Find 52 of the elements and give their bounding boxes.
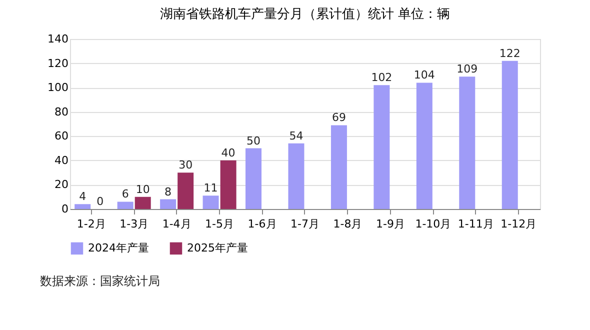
data-label: 8 bbox=[164, 185, 172, 198]
data-label: 104 bbox=[414, 68, 435, 82]
data-label: 6 bbox=[122, 188, 129, 201]
data-label: 54 bbox=[289, 129, 304, 142]
data-label: 50 bbox=[246, 134, 261, 148]
bar bbox=[178, 172, 194, 209]
y-tick-label: 60 bbox=[54, 130, 68, 143]
bar bbox=[502, 60, 518, 209]
x-tick-label: 1-10月 bbox=[415, 218, 452, 230]
chart-title: 湖南省铁路机车产量分月（累计值）统计 单位：辆 bbox=[160, 7, 450, 22]
bar bbox=[117, 202, 134, 209]
y-tick-label: 40 bbox=[54, 154, 68, 167]
legend-label: 2025年产量 bbox=[187, 241, 248, 254]
bar bbox=[416, 82, 432, 209]
y-tick-label: 80 bbox=[54, 105, 68, 118]
y-tick-label: 140 bbox=[48, 32, 68, 46]
bar bbox=[202, 196, 219, 209]
data-label: 11 bbox=[204, 182, 218, 195]
x-tick-label: 1-3月 bbox=[120, 218, 149, 230]
data-label: 40 bbox=[221, 146, 236, 160]
bar bbox=[246, 148, 262, 209]
bar bbox=[160, 199, 176, 209]
y-tick-label: 100 bbox=[48, 81, 68, 94]
x-tick-label: 1-5月 bbox=[205, 218, 234, 230]
data-label: 30 bbox=[178, 158, 193, 172]
bar bbox=[74, 204, 91, 209]
y-tick-label: 20 bbox=[54, 178, 68, 192]
data-label: 102 bbox=[371, 71, 392, 84]
bar bbox=[459, 76, 476, 209]
bar bbox=[134, 196, 151, 209]
source-note: 数据来源：国家统计局 bbox=[40, 274, 160, 288]
data-label: 10 bbox=[136, 182, 150, 196]
x-tick-label: 1-9月 bbox=[376, 218, 405, 230]
x-tick-label: 1-7月 bbox=[290, 218, 320, 230]
x-tick-label: 1-8月 bbox=[333, 218, 362, 230]
y-tick-label: 120 bbox=[48, 56, 68, 70]
data-label: 109 bbox=[456, 62, 478, 76]
bar bbox=[220, 160, 236, 209]
x-tick-label: 1-6月 bbox=[248, 218, 277, 230]
bar bbox=[374, 85, 390, 209]
data-label: 69 bbox=[332, 111, 346, 124]
bar bbox=[288, 143, 304, 209]
data-label: 4 bbox=[79, 190, 86, 204]
x-tick-label: 1-4月 bbox=[162, 218, 192, 230]
legend-label: 2024年产量 bbox=[88, 241, 149, 254]
data-label: 122 bbox=[499, 46, 520, 60]
bar bbox=[330, 125, 347, 209]
x-tick-label: 1-11月 bbox=[458, 218, 494, 230]
data-label: 0 bbox=[96, 195, 104, 208]
x-tick-label: 1-12月 bbox=[500, 218, 537, 230]
y-tick-label: 0 bbox=[62, 202, 68, 216]
x-tick-label: 1-2月 bbox=[76, 218, 106, 230]
